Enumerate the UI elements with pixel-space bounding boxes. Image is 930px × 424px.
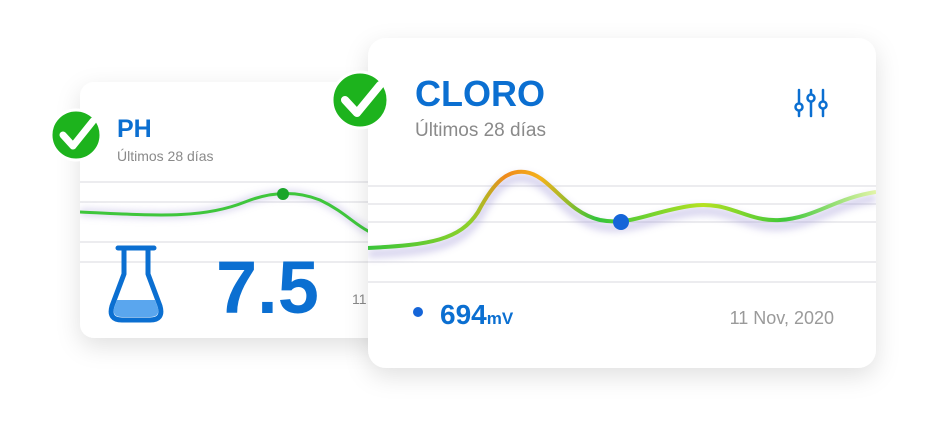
cloro-value: 694mV: [440, 299, 514, 330]
cloro-date: 11 Nov, 2020: [730, 308, 834, 328]
cloro-bullet: [413, 307, 423, 317]
cloro-point: [613, 214, 629, 230]
cloro-chart: [368, 169, 876, 283]
cloro-line-shadow: [368, 173, 876, 258]
ph-point: [277, 188, 289, 200]
cloro-title: CLORO: [415, 73, 545, 114]
ph-value: 7.5: [216, 246, 319, 329]
ph-date: 11: [352, 291, 367, 307]
filter-icon[interactable]: [794, 88, 828, 118]
ph-subtitle: Últimos 28 días: [117, 148, 213, 164]
ph-card: [80, 82, 410, 338]
ph-chart: 11: [80, 181, 368, 307]
cloro-number: 694: [440, 299, 487, 330]
ph-check: [49, 108, 103, 162]
cloro-check: [330, 70, 390, 130]
ph-title: PH: [117, 115, 152, 143]
cloro-subtitle: Últimos 28 días: [415, 119, 546, 141]
cloro-unit: mV: [487, 309, 514, 328]
cloro-line: [368, 169, 876, 250]
flask-icon: [108, 245, 164, 323]
cloro-card: [368, 38, 876, 368]
ph-line: [80, 191, 368, 233]
